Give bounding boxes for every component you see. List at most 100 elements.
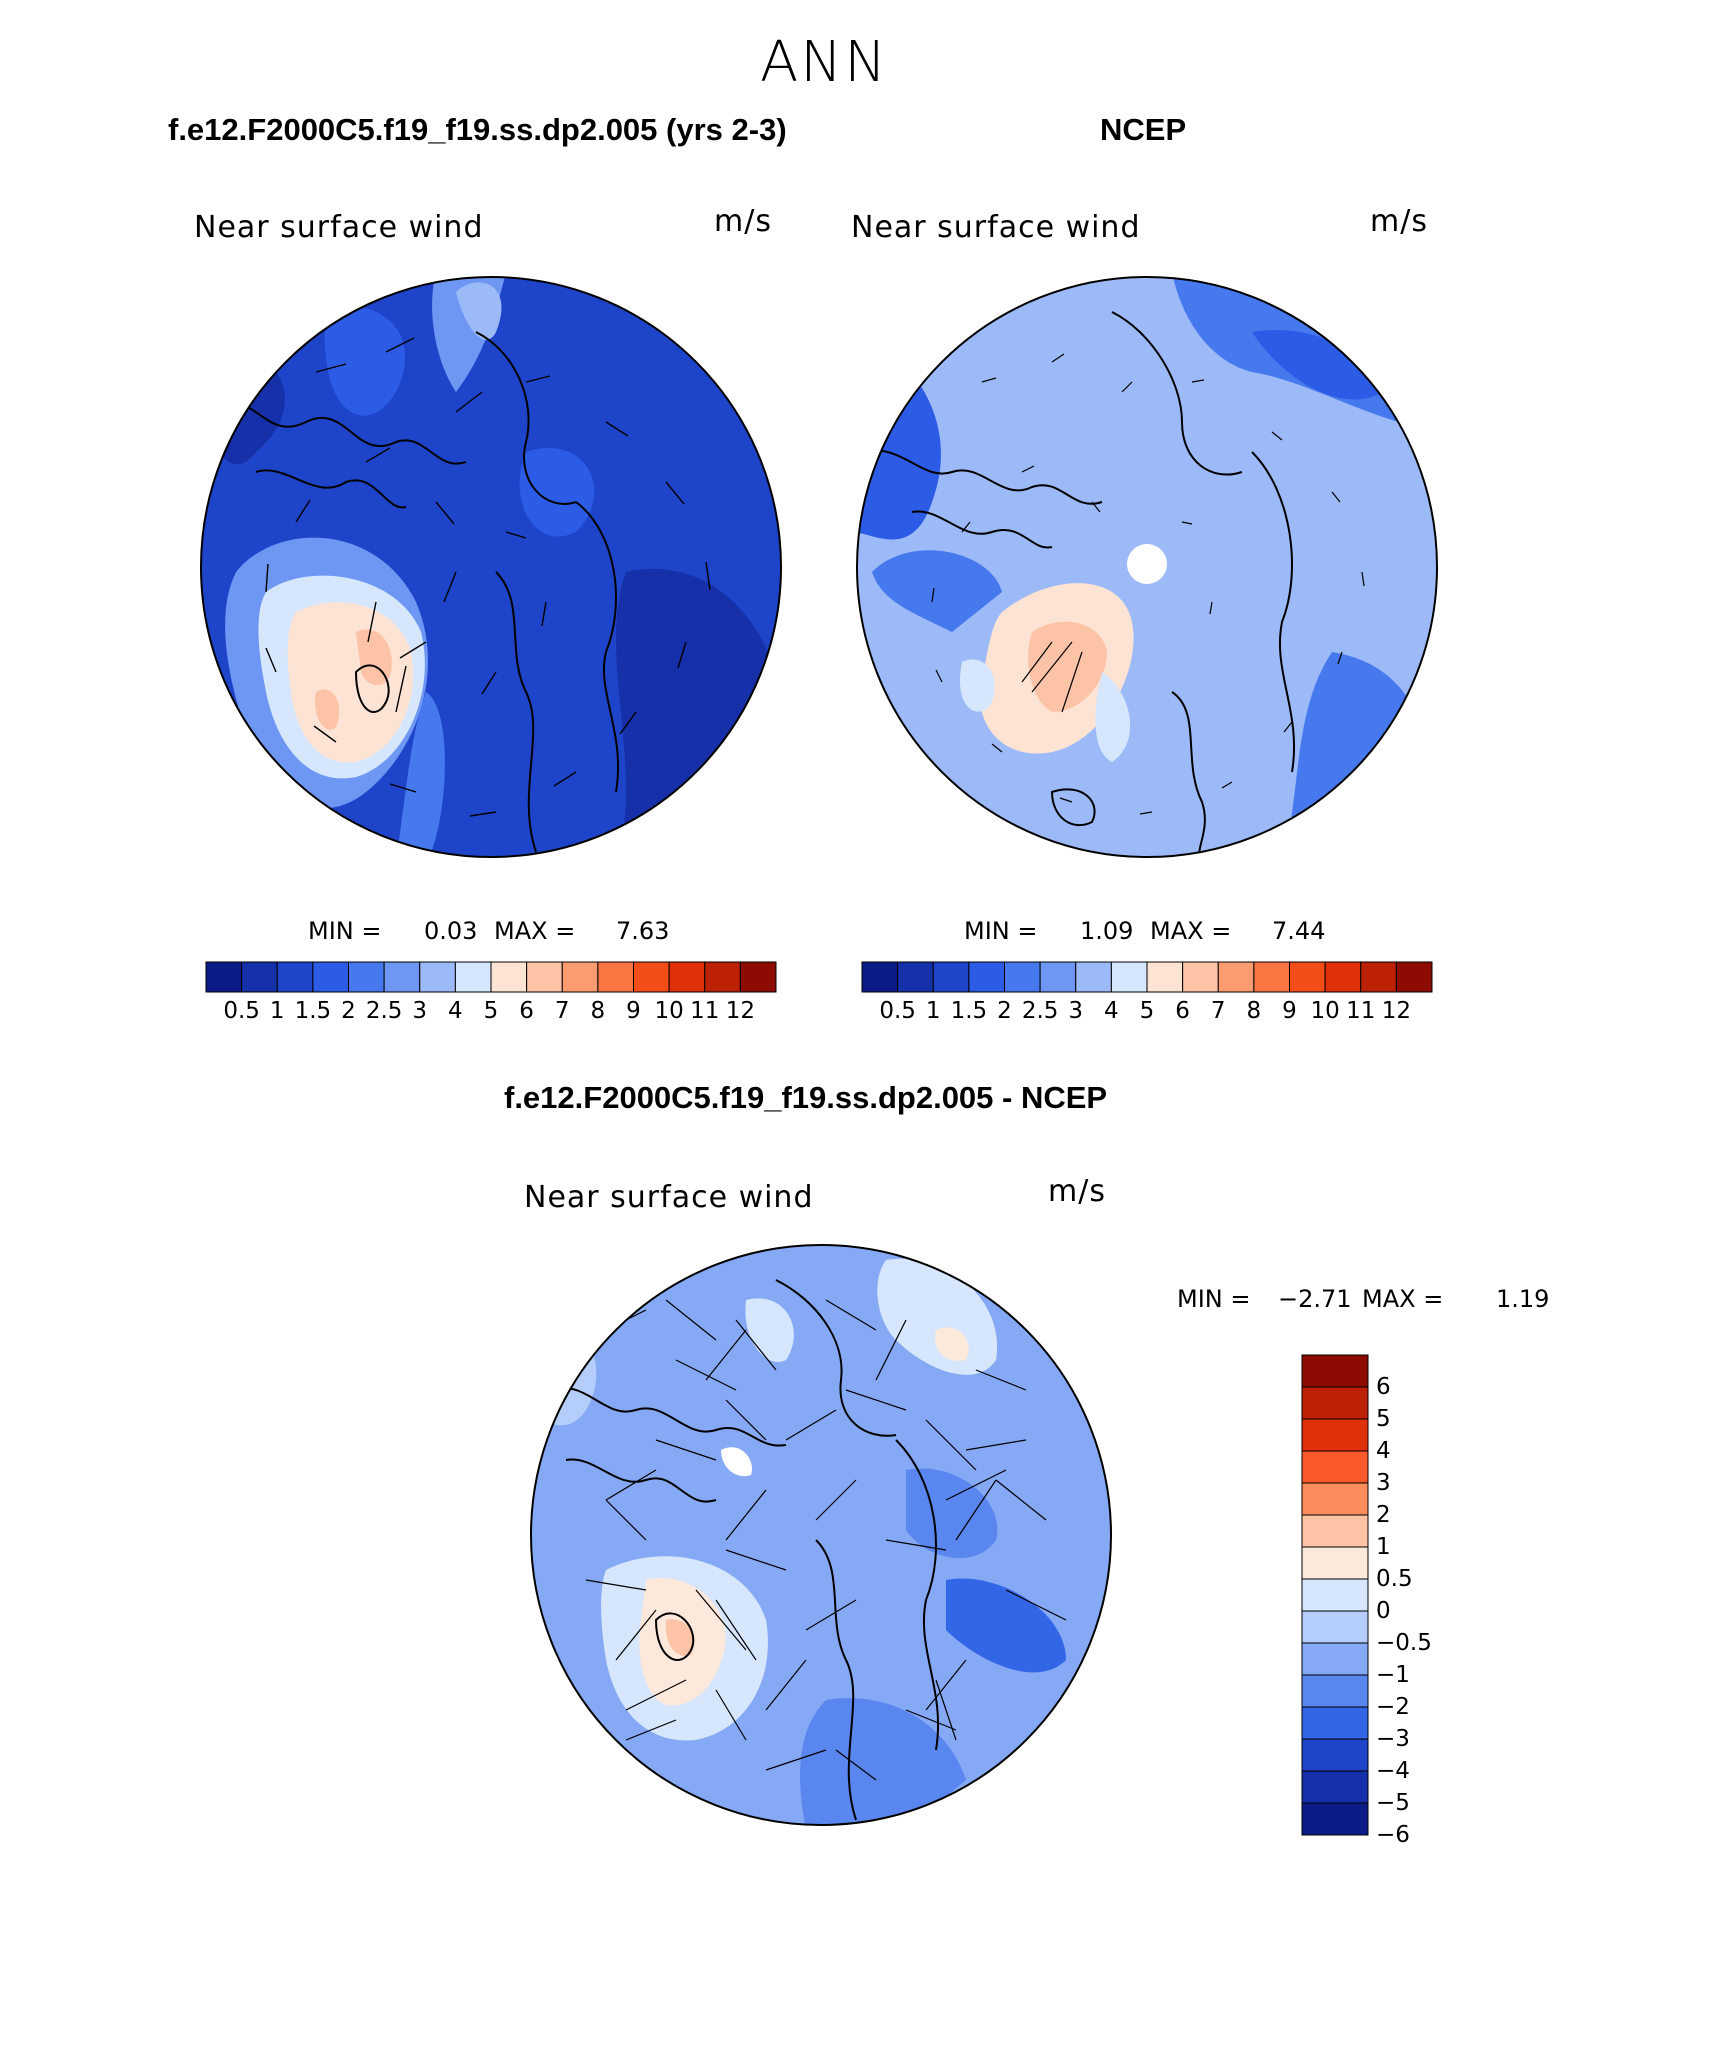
- obs-colorbar-swatch: [1110, 961, 1148, 993]
- model-colorbar-tick-label: 10: [654, 998, 684, 1024]
- model-colorbar-tick-label: 1: [269, 998, 285, 1024]
- diff-colorbar-swatch: [1301, 1642, 1369, 1676]
- diff-colorbar-swatch: [1301, 1386, 1369, 1420]
- obs-min-label: MIN =: [964, 917, 1038, 945]
- diff-colorbar-ticks: 6 5 4 3 2 1 0.5 0 −0.5 −1 −2 −3 −4 −5 −6: [1376, 1355, 1486, 1848]
- model-colorbar-tick-label: 5: [483, 998, 499, 1024]
- diff-max-value: 1.19: [1496, 1285, 1550, 1313]
- diff-colorbar-tick-label: 4: [1376, 1438, 1391, 1464]
- obs-colorbar-tick-label: 2: [997, 998, 1012, 1024]
- diff-min-value: −2.71: [1278, 1285, 1352, 1313]
- obs-colorbar-tick-label: 8: [1246, 998, 1262, 1024]
- obs-colorbar-tick-label: 5: [1139, 998, 1155, 1024]
- model-colorbar-swatch: [205, 961, 243, 993]
- diff-colorbar-tick-label: −4: [1376, 1758, 1410, 1784]
- obs-colorbar-tick-label: 1.5: [950, 998, 988, 1024]
- obs-colorbar-tick-label: 9: [1282, 998, 1297, 1024]
- model-colorbar-tick-label: 3: [412, 998, 428, 1024]
- diff-colorbar-swatch: [1301, 1418, 1369, 1452]
- obs-colorbar-tick-label: 1: [925, 998, 941, 1024]
- model-colorbar-tick-label: 6: [519, 998, 534, 1024]
- diff-colorbar-tick-label: −0.5: [1376, 1630, 1432, 1656]
- model-min-label: MIN =: [308, 917, 382, 945]
- diff-colorbar-tick-label: 0.5: [1376, 1566, 1413, 1592]
- diff-colorbar-tick-label: 3: [1376, 1470, 1391, 1496]
- diff-max-label: MAX =: [1362, 1285, 1444, 1313]
- diff-colorbar-tick-label: 1: [1376, 1534, 1391, 1560]
- diff-colorbar-tick-label: −5: [1376, 1790, 1410, 1816]
- diff-colorbar-tick-label: 2: [1376, 1502, 1391, 1528]
- obs-colorbar-swatch: [1324, 961, 1362, 993]
- diff-colorbar-tick-label: 6: [1376, 1374, 1391, 1400]
- diff-colorbar-swatch: [1301, 1674, 1369, 1708]
- diff-min-label: MIN =: [1177, 1285, 1251, 1313]
- obs-colorbar-swatch: [1075, 961, 1112, 993]
- diff-colorbar-swatch: [1301, 1354, 1369, 1388]
- obs-colorbar-swatch: [1217, 961, 1255, 993]
- obs-colorbar-tick-label: 3: [1068, 998, 1084, 1024]
- diff-colorbar-swatch: [1301, 1610, 1369, 1644]
- diff-colorbar-tick-label: −2: [1376, 1694, 1410, 1720]
- obs-colorbar-tick-label: 0.5: [879, 998, 916, 1024]
- obs-colorbar-swatch: [1039, 961, 1077, 993]
- model-colorbar-swatch: [561, 961, 599, 993]
- model-colorbar-swatch: [454, 961, 492, 993]
- diff-colorbar-swatch: [1301, 1450, 1369, 1484]
- obs-colorbar-swatch: [968, 961, 1005, 993]
- model-colorbar-swatch: [383, 961, 421, 993]
- model-colorbar-tick-label: 1.5: [294, 998, 332, 1024]
- model-units: m/s: [714, 204, 772, 239]
- obs-colorbar-tick-label: 2.5: [1021, 998, 1059, 1024]
- model-colorbar-swatch: [739, 961, 777, 993]
- obs-units: m/s: [1370, 204, 1428, 239]
- model-colorbar-swatch: [633, 961, 670, 993]
- model-colorbar-ticks: 0.5 1 1.5 2 2.5 3 4 5 6 7 8 9 10 11 12: [206, 998, 776, 1028]
- model-colorbar-tick-label: 11: [690, 998, 720, 1024]
- model-colorbar-tick-label: 12: [725, 998, 756, 1024]
- obs-min-value: 1.09: [1080, 917, 1134, 945]
- obs-colorbar-swatch: [1182, 961, 1219, 993]
- diff-colorbar-tick-label: 5: [1376, 1406, 1391, 1432]
- model-colorbar-swatch: [704, 961, 741, 993]
- obs-colorbar-swatch: [1146, 961, 1184, 993]
- model-panel-title: Near surface wind: [194, 210, 484, 245]
- obs-colorbar-tick-label: 11: [1346, 998, 1376, 1024]
- obs-colorbar-swatch: [932, 961, 970, 993]
- diff-panel-title: Near surface wind: [524, 1180, 814, 1215]
- diff-case-title: f.e12.F2000C5.f19_f19.ss.dp2.005 - NCEP: [504, 1080, 1108, 1115]
- model-colorbar-tick-label: 8: [590, 998, 606, 1024]
- obs-colorbar-ticks: 0.5 1 1.5 2 2.5 3 4 5 6 7 8 9 10 11 12: [862, 998, 1432, 1028]
- obs-colorbar-tick-label: 12: [1381, 998, 1412, 1024]
- diff-colorbar-swatch: [1301, 1578, 1369, 1612]
- model-colorbar-tick-label: 2.5: [365, 998, 403, 1024]
- obs-colorbar: [861, 961, 1433, 993]
- diff-colorbar-tick-label: 0: [1376, 1598, 1391, 1624]
- diff-colorbar-swatch: [1301, 1802, 1369, 1836]
- model-colorbar: [205, 961, 777, 993]
- diff-colorbar-swatch: [1301, 1738, 1369, 1772]
- model-min-value: 0.03: [424, 917, 478, 945]
- obs-max-label: MAX =: [1150, 917, 1232, 945]
- model-colorbar-swatch: [668, 961, 706, 993]
- model-max-label: MAX =: [494, 917, 576, 945]
- model-colorbar-swatch: [419, 961, 456, 993]
- diff-colorbar: [1301, 1354, 1369, 1836]
- model-colorbar-swatch: [276, 961, 314, 993]
- model-colorbar-tick-label: 0.5: [223, 998, 260, 1024]
- diff-colorbar-swatch: [1301, 1482, 1369, 1516]
- model-colorbar-swatch: [490, 961, 528, 993]
- obs-colorbar-swatch: [1004, 961, 1041, 993]
- model-colorbar-swatch: [312, 961, 349, 993]
- diff-colorbar-swatch: [1301, 1706, 1369, 1740]
- obs-colorbar-swatch: [1360, 961, 1397, 993]
- obs-panel-title: Near surface wind: [851, 210, 1141, 245]
- obs-colorbar-tick-label: 10: [1310, 998, 1340, 1024]
- model-polar-map: [200, 276, 782, 858]
- diff-colorbar-swatch: [1301, 1514, 1369, 1548]
- obs-colorbar-swatch: [897, 961, 934, 993]
- main-title: ANN: [760, 30, 889, 95]
- obs-colorbar-swatch: [1253, 961, 1290, 993]
- obs-max-value: 7.44: [1272, 917, 1326, 945]
- model-colorbar-swatch: [348, 961, 385, 993]
- model-colorbar-swatch: [241, 961, 278, 993]
